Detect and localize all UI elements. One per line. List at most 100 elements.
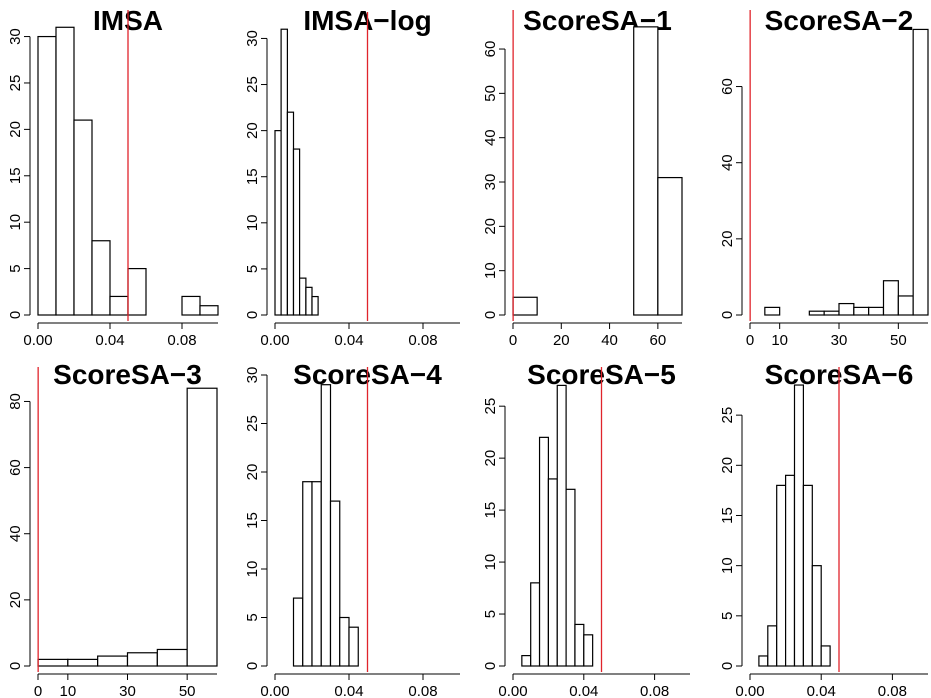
x-tick-label: 50 [179, 683, 196, 698]
x-tick-label: 0.00 [735, 683, 764, 698]
histogram-bar [97, 655, 129, 667]
y-tick-label: 0 [7, 311, 24, 319]
histogram-bar [329, 500, 341, 667]
chart-panel-4: ScoreSA−2 0 10 30 50 0 20 40 60 [719, 5, 929, 349]
histogram-bar [823, 310, 840, 316]
y-tick-label: 15 [244, 512, 261, 529]
histogram-bar [633, 26, 659, 316]
x-tick-label: 60 [650, 332, 667, 349]
y-tick-label: 30 [244, 30, 261, 47]
histogram-bar [274, 130, 282, 316]
y-tick-label: 10 [244, 561, 261, 578]
histogram-bar [126, 652, 158, 667]
histogram-bar [280, 28, 288, 316]
x-tick-label: 0.00 [498, 683, 527, 698]
histogram-bar [512, 296, 538, 316]
histogram-bar [776, 484, 787, 667]
y-tick-label: 20 [7, 592, 24, 609]
histogram-bar [91, 240, 111, 316]
histogram-bar [583, 634, 594, 667]
histogram-bar [305, 286, 313, 316]
histogram-bar [764, 306, 781, 316]
y-tick-label: 15 [7, 167, 24, 184]
y-tick-label: 25 [7, 75, 24, 92]
histogram-bar [109, 295, 129, 316]
y-tick-label: 30 [7, 28, 24, 45]
y-tick-label: 30 [244, 367, 261, 384]
chart-title: ScoreSA−3 [53, 359, 202, 390]
y-tick-label: 50 [482, 85, 499, 102]
histogram-bar [758, 655, 769, 667]
y-tick-label: 40 [7, 525, 24, 542]
x-tick-label: 0.08 [878, 683, 907, 698]
x-tick-label: 0.00 [23, 332, 52, 349]
histogram-bar [199, 305, 219, 316]
y-tick-label: 0 [719, 311, 736, 319]
y-tick-label: 5 [719, 612, 736, 620]
histogram-bar [292, 597, 304, 667]
histogram-bar [882, 280, 899, 316]
histogram-bar [127, 267, 147, 316]
x-tick-label: 0.04 [807, 683, 836, 698]
histogram-bar [808, 310, 825, 316]
y-tick-label: 25 [482, 398, 499, 415]
y-tick-label: 0 [244, 662, 261, 670]
x-tick-label: 30 [831, 332, 848, 349]
y-tick-label: 20 [7, 121, 24, 138]
histogram-bar [521, 655, 532, 667]
y-tick-label: 15 [482, 502, 499, 519]
histogram-bar [73, 119, 93, 316]
x-tick-label: 10 [771, 332, 788, 349]
y-tick-label: 80 [7, 393, 24, 410]
histogram-bar [657, 176, 683, 316]
histogram-bar [853, 306, 870, 316]
x-tick-label: 0.08 [167, 332, 196, 349]
histogram-bar [339, 616, 350, 667]
y-tick-label: 20 [719, 231, 736, 248]
y-tick-label: 10 [244, 214, 261, 231]
y-tick-label: 5 [482, 610, 499, 618]
y-tick-label: 5 [244, 613, 261, 621]
y-tick-label: 10 [719, 557, 736, 574]
histogram-bar [311, 481, 322, 667]
x-tick-label: 30 [119, 683, 136, 698]
y-tick-label: 0 [482, 662, 499, 670]
histogram-bar [868, 306, 885, 316]
x-tick-label: 0 [34, 683, 42, 698]
histogram-bar [565, 488, 576, 667]
histogram-bar [793, 384, 804, 667]
y-tick-label: 10 [7, 214, 24, 231]
y-tick-label: 60 [7, 459, 24, 476]
histogram-bar [802, 484, 813, 667]
x-tick-label: 0.04 [334, 332, 363, 349]
x-tick-label: 0.08 [640, 683, 669, 698]
histogram-bar [37, 658, 69, 667]
y-tick-label: 20 [244, 122, 261, 139]
histogram-bar [811, 565, 822, 667]
x-tick-label: 0.04 [95, 332, 124, 349]
y-tick-label: 60 [482, 41, 499, 58]
histogram-bar [574, 623, 585, 667]
y-tick-label: 20 [482, 450, 499, 467]
histogram-bar [556, 384, 567, 667]
histogram-bar [55, 26, 75, 316]
y-tick-label: 10 [482, 262, 499, 279]
y-tick-label: 20 [719, 457, 736, 474]
x-tick-label: 10 [59, 683, 76, 698]
histogram-bar [299, 277, 307, 316]
y-tick-label: 30 [482, 174, 499, 191]
y-tick-label: 5 [244, 265, 261, 273]
histogram-bar [784, 474, 796, 667]
y-tick-label: 60 [719, 78, 736, 95]
x-tick-label: 20 [553, 332, 570, 349]
histogram-bar [538, 436, 549, 667]
y-tick-label: 0 [719, 662, 736, 670]
histogram-bar [912, 28, 929, 316]
y-tick-label: 20 [482, 218, 499, 235]
